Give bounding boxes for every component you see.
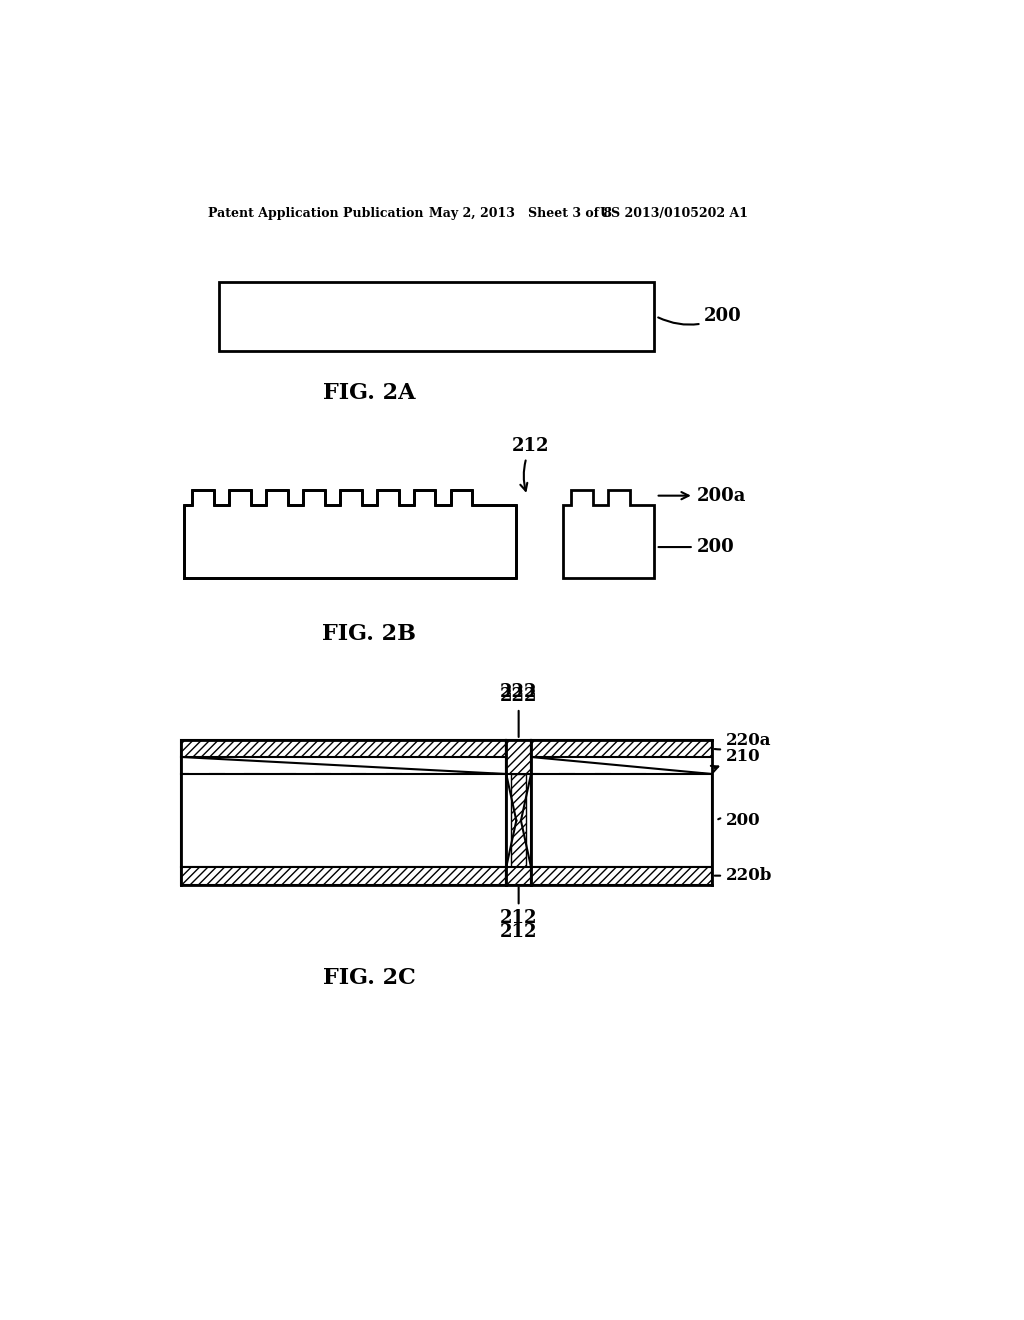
Bar xyxy=(531,775,712,867)
Bar xyxy=(506,739,531,775)
Bar xyxy=(531,867,712,884)
Text: FIG. 2B: FIG. 2B xyxy=(323,623,417,645)
Text: 200: 200 xyxy=(658,308,742,325)
Text: Patent Application Publication: Patent Application Publication xyxy=(208,207,423,220)
Polygon shape xyxy=(531,758,712,787)
Bar xyxy=(219,281,654,351)
Text: 200: 200 xyxy=(658,539,734,556)
Text: US 2013/0105202 A1: US 2013/0105202 A1 xyxy=(600,207,749,220)
Bar xyxy=(180,867,506,884)
Text: 212: 212 xyxy=(500,923,538,941)
Text: FIG. 2C: FIG. 2C xyxy=(323,968,416,990)
Bar xyxy=(511,775,526,867)
Text: FIG. 2A: FIG. 2A xyxy=(323,383,416,404)
Text: 220a: 220a xyxy=(715,733,771,750)
Text: 212: 212 xyxy=(512,437,550,491)
Text: 200: 200 xyxy=(718,812,761,829)
Text: 212: 212 xyxy=(500,887,538,927)
Bar xyxy=(180,775,506,867)
Polygon shape xyxy=(563,490,654,578)
Text: 210: 210 xyxy=(711,748,761,772)
Bar xyxy=(531,739,712,758)
Text: May 2, 2013   Sheet 3 of 8: May 2, 2013 Sheet 3 of 8 xyxy=(429,207,612,220)
Bar xyxy=(506,867,531,884)
Polygon shape xyxy=(180,758,506,787)
Polygon shape xyxy=(184,490,515,578)
Text: 200a: 200a xyxy=(658,487,745,504)
Text: 222: 222 xyxy=(500,682,538,701)
Text: 220b: 220b xyxy=(715,867,772,884)
Bar xyxy=(180,739,506,758)
Text: 222: 222 xyxy=(500,688,538,737)
